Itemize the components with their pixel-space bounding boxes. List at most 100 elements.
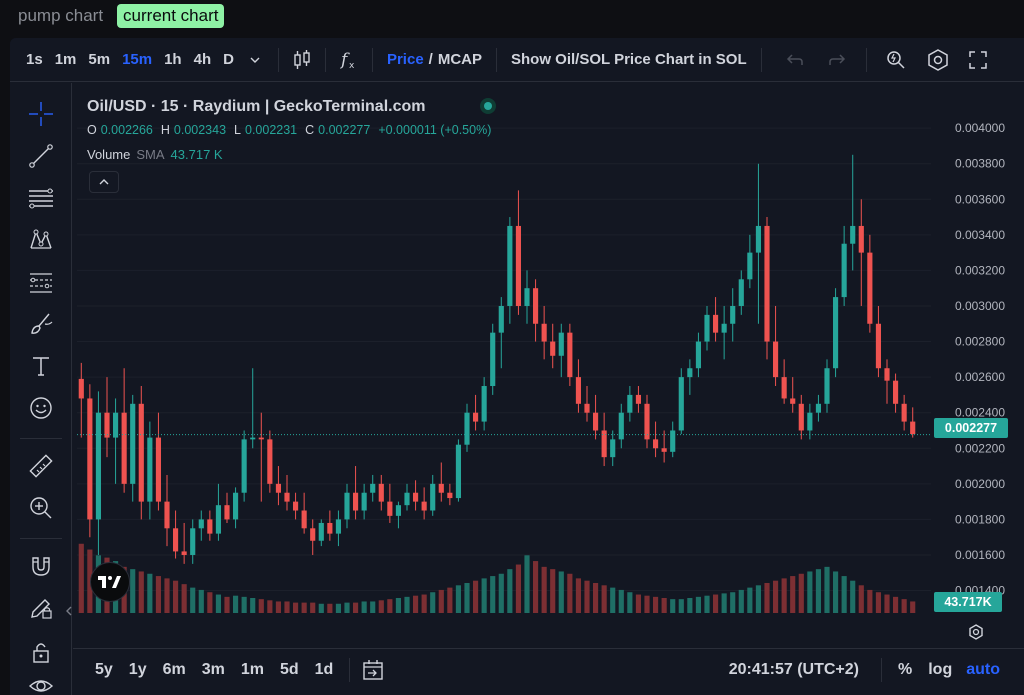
volume-bar: [318, 603, 324, 613]
interval-d[interactable]: D: [223, 51, 234, 68]
zoom-in-icon[interactable]: [24, 491, 58, 525]
range-1d[interactable]: 1d: [314, 660, 334, 678]
forecast-tools-icon[interactable]: [24, 265, 58, 299]
interval-dropdown-chevron-icon[interactable]: [240, 45, 270, 75]
candle: [181, 522, 187, 564]
mcap-option[interactable]: MCAP: [437, 51, 483, 68]
candle-body: [755, 225, 761, 253]
volume-bar: [327, 603, 333, 613]
candle-type-icon[interactable]: [287, 45, 317, 75]
volume-bar: [430, 592, 436, 613]
redo-icon[interactable]: [822, 45, 852, 75]
chart-tabs: pump chart current chart: [0, 0, 1024, 32]
volume-bar: [833, 571, 839, 613]
interval-5m[interactable]: 5m: [88, 51, 111, 68]
ruler-icon[interactable]: [24, 449, 58, 483]
show-sol-chart-button[interactable]: Show Oil/SOL Price Chart in SOL: [511, 51, 747, 68]
price-option[interactable]: Price: [386, 51, 424, 68]
emoji-icon[interactable]: [24, 391, 58, 425]
candle-body: [875, 323, 881, 369]
trend-line-icon[interactable]: [24, 139, 58, 173]
interval-1s[interactable]: 1s: [26, 51, 43, 68]
auto-scale-toggle[interactable]: auto: [966, 661, 1000, 678]
brush-icon[interactable]: [24, 307, 58, 341]
volume-bar: [464, 583, 470, 613]
pattern-icon[interactable]: [24, 223, 58, 257]
interval-1h[interactable]: 1h: [164, 51, 182, 68]
range-1m[interactable]: 1m: [240, 660, 264, 678]
price-chart[interactable]: 0.004000 0.003800 0.003600 0.003400 0.003200…: [73, 83, 1024, 618]
volume-bar: [910, 601, 916, 613]
interval-1m[interactable]: 1m: [54, 51, 77, 68]
clock-timezone[interactable]: 20:41:57 (UTC+2): [728, 661, 859, 678]
fullscreen-icon[interactable]: [963, 45, 993, 75]
fib-retracement-icon[interactable]: [24, 181, 58, 215]
volume-bar: [653, 596, 659, 613]
price-tick-label: 0.003200: [955, 263, 1005, 277]
interval-4h[interactable]: 4h: [193, 51, 212, 68]
candle-body: [378, 483, 384, 502]
interval-15m[interactable]: 15m: [122, 51, 153, 68]
quick-search-icon[interactable]: [881, 45, 911, 75]
candle-body: [798, 403, 804, 431]
candle: [790, 377, 796, 413]
price-axis: 0.004000 0.003800 0.003600 0.003400 0.003200…: [955, 121, 1005, 597]
lock-icon[interactable]: [24, 635, 58, 669]
candle: [318, 519, 324, 547]
candle: [250, 368, 256, 449]
visibility-eye-icon[interactable]: [24, 677, 58, 695]
volume-bar: [198, 589, 204, 613]
magnet-icon[interactable]: [24, 549, 58, 583]
candle: [293, 492, 299, 520]
candle-body: [687, 368, 693, 378]
candle: [901, 394, 907, 431]
range-5y[interactable]: 5y: [95, 660, 113, 678]
text-tool-icon[interactable]: [24, 349, 58, 383]
axis-settings-icon[interactable]: [964, 620, 988, 644]
volume-legend[interactable]: Volume SMA 43.717 K: [87, 147, 223, 162]
candle-body: [164, 501, 170, 529]
candle: [858, 199, 864, 306]
range-6m[interactable]: 6m: [162, 660, 186, 678]
candle-body: [198, 519, 204, 529]
undo-icon[interactable]: [780, 45, 810, 75]
percent-toggle[interactable]: %: [897, 661, 913, 678]
range-1y[interactable]: 1y: [128, 660, 147, 678]
price-mcap-toggle[interactable]: Price / MCAP: [386, 51, 483, 68]
svg-text:f: f: [339, 50, 350, 70]
go-to-date-icon[interactable]: [358, 655, 388, 685]
candle: [713, 297, 719, 342]
range-5d[interactable]: 5d: [279, 660, 299, 678]
tab-pump-chart[interactable]: pump chart: [18, 6, 104, 25]
crosshair-icon[interactable]: [24, 97, 58, 131]
candle: [198, 510, 204, 541]
legend-collapse-button[interactable]: [89, 171, 119, 193]
volume-bar: [781, 578, 787, 613]
lock-drawing-pencil-icon[interactable]: [24, 591, 58, 625]
collapse-toolbar-chevron-icon[interactable]: [64, 603, 74, 619]
svg-text:x: x: [349, 61, 355, 71]
symbol-title[interactable]: Oil/USD · 15 · Raydium | GeckoTerminal.c…: [87, 98, 426, 115]
candle-body: [910, 421, 916, 435]
volume-bar: [224, 596, 230, 613]
volume-bar: [404, 596, 410, 613]
range-3m[interactable]: 3m: [201, 660, 225, 678]
volume-bar: [130, 569, 136, 613]
settings-gear-icon[interactable]: [923, 45, 953, 75]
volume-bar: [233, 595, 239, 613]
candle-body: [95, 412, 101, 520]
candle-body: [130, 403, 136, 484]
volume-bar: [567, 573, 573, 613]
volume-bar: [164, 578, 170, 613]
candle: [541, 305, 547, 360]
candle: [95, 391, 101, 555]
tab-current-chart[interactable]: current chart: [117, 4, 225, 28]
candle-body: [670, 430, 676, 452]
volume-bar: [704, 595, 710, 613]
candle-body: [430, 483, 436, 511]
log-toggle[interactable]: log: [928, 661, 953, 678]
candle-body: [284, 492, 290, 502]
tradingview-logo[interactable]: [90, 562, 130, 602]
candle-body: [104, 412, 110, 438]
